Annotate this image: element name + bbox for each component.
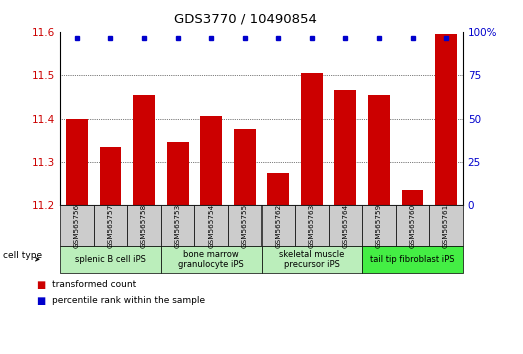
Text: tail tip fibroblast iPS: tail tip fibroblast iPS xyxy=(370,255,455,264)
Text: percentile rank within the sample: percentile rank within the sample xyxy=(52,296,206,305)
Text: transformed count: transformed count xyxy=(52,280,137,289)
Bar xyxy=(267,173,289,205)
Text: GSM565756: GSM565756 xyxy=(74,204,80,248)
Bar xyxy=(133,95,155,205)
Bar xyxy=(200,116,222,205)
Text: GSM565762: GSM565762 xyxy=(275,204,281,248)
Text: GSM565764: GSM565764 xyxy=(343,204,348,248)
Bar xyxy=(402,190,424,205)
Text: GSM565758: GSM565758 xyxy=(141,204,147,248)
Text: ■: ■ xyxy=(37,296,46,306)
Text: bone marrow
granulocyte iPS: bone marrow granulocyte iPS xyxy=(178,250,244,269)
Text: ■: ■ xyxy=(37,280,46,290)
Text: GSM565760: GSM565760 xyxy=(410,204,415,248)
Text: skeletal muscle
precursor iPS: skeletal muscle precursor iPS xyxy=(279,250,345,269)
Text: GDS3770 / 10490854: GDS3770 / 10490854 xyxy=(174,12,317,25)
Bar xyxy=(435,34,457,205)
Text: GSM565757: GSM565757 xyxy=(108,204,113,248)
Text: GSM565761: GSM565761 xyxy=(443,204,449,248)
Text: GSM565754: GSM565754 xyxy=(208,204,214,248)
Bar xyxy=(234,130,256,205)
Text: splenic B cell iPS: splenic B cell iPS xyxy=(75,255,146,264)
Text: cell type: cell type xyxy=(3,251,42,259)
Bar xyxy=(99,147,121,205)
Text: GSM565755: GSM565755 xyxy=(242,204,248,248)
Text: GSM565759: GSM565759 xyxy=(376,204,382,248)
Bar xyxy=(66,119,88,205)
Bar xyxy=(368,95,390,205)
Text: GSM565753: GSM565753 xyxy=(175,204,180,248)
Bar xyxy=(335,90,356,205)
Bar xyxy=(301,73,323,205)
Bar xyxy=(167,142,188,205)
Text: GSM565763: GSM565763 xyxy=(309,204,315,248)
